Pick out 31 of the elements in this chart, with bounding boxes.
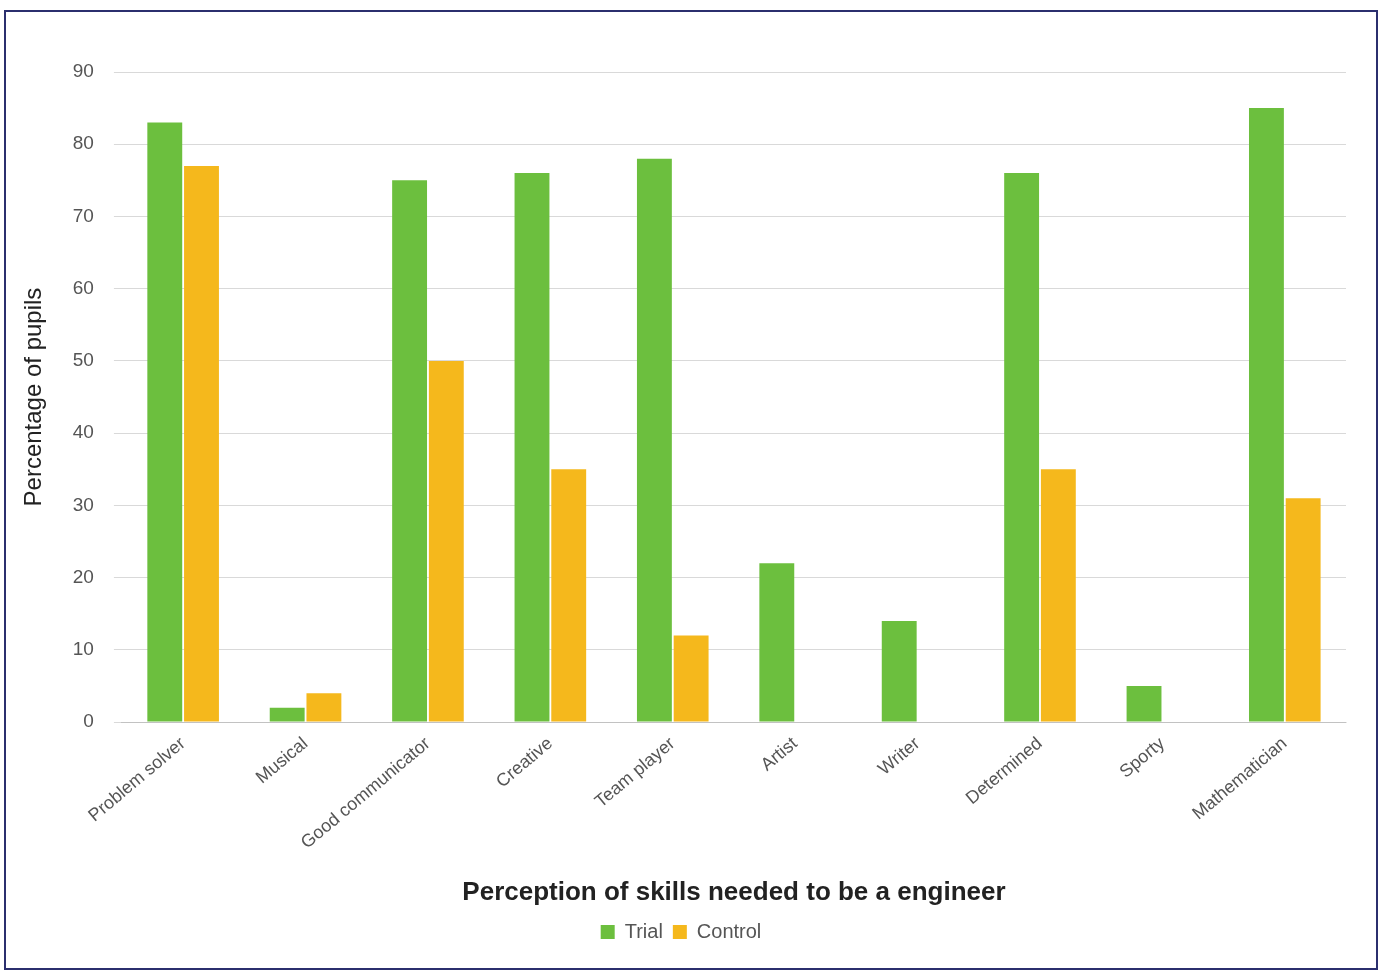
y-tick-label: 30	[72, 493, 94, 515]
bar	[551, 469, 587, 722]
bar	[269, 707, 305, 722]
x-axis-title: Perception of skills needed to be a engineer	[462, 875, 1006, 906]
bar	[636, 158, 672, 722]
bar	[147, 122, 183, 722]
y-tick-label: 60	[72, 276, 94, 298]
y-tick-label: 50	[72, 349, 94, 371]
bar	[1248, 108, 1284, 722]
y-tick-label: 90	[72, 60, 94, 82]
y-tick-label: 0	[83, 710, 94, 732]
y-tick-label: 80	[72, 132, 94, 154]
bar	[1126, 685, 1162, 722]
bar	[306, 693, 342, 722]
bar	[1004, 173, 1040, 722]
y-tick-label: 20	[72, 565, 94, 587]
bar	[673, 635, 709, 722]
legend-label: Trial	[624, 919, 663, 942]
bar	[759, 563, 795, 722]
bar	[514, 173, 550, 722]
bar	[1040, 469, 1076, 722]
legend-label: Control	[696, 919, 762, 942]
bar	[428, 360, 464, 722]
bar	[184, 165, 219, 722]
y-tick-label: 70	[72, 204, 94, 226]
y-tick-label: 40	[72, 421, 94, 443]
bar	[881, 620, 917, 722]
bar	[392, 180, 428, 722]
bar	[1285, 498, 1321, 722]
y-axis-title: Percentage of pupils	[19, 287, 47, 507]
y-tick-label: 10	[72, 638, 94, 660]
